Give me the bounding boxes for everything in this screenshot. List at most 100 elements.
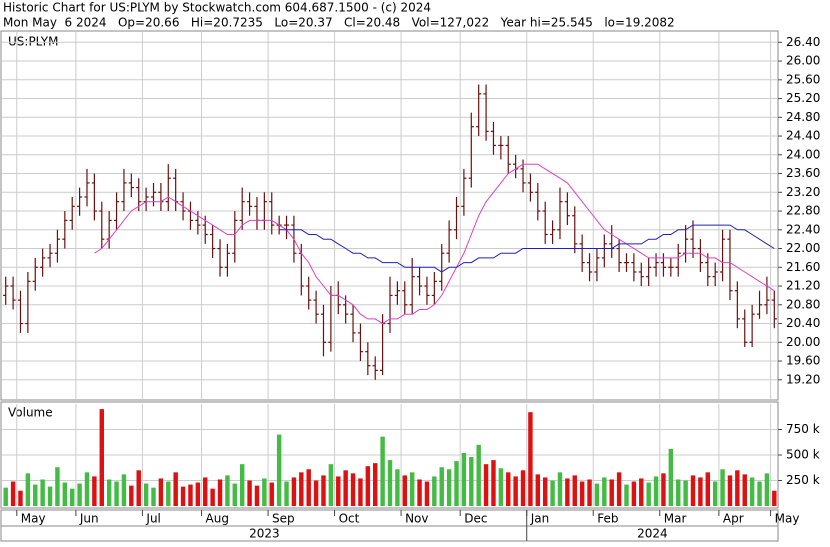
y-tick-label: 24.00 [786,147,820,161]
volume-bar [143,483,149,506]
x-tick-label: Oct [339,512,360,526]
volume-bar [639,478,644,506]
y-tick-label: 20.40 [786,316,820,330]
volume-bar [262,478,267,506]
volume-bar [121,474,127,506]
x-tick-label: Jul [145,512,160,526]
volume-bar [269,482,274,506]
y-tick-label: 23.20 [786,185,820,199]
x-tick-label: Jun [79,512,99,526]
volume-bar [254,485,260,506]
volume-bar [69,488,75,506]
volume-bar [483,464,489,506]
volume-bar [698,477,703,506]
volume-bar [284,481,289,506]
volume-bar [92,476,97,506]
volume-bar [432,476,437,506]
volume-bar [446,469,452,506]
volume-bar [520,470,526,506]
volume-bar [232,483,238,506]
volume-bar [402,475,407,506]
volume-bar [395,469,400,506]
x-tick-label: Mar [664,512,687,526]
volume-bar [513,476,518,506]
volume-bar [336,476,341,506]
volume-bar [609,479,614,506]
volume-bar [358,478,363,506]
y-tick-label: 21.60 [786,260,820,274]
volume-bar [114,481,119,506]
y-tick-label: 25.60 [786,72,820,86]
volume-tick-label: 500 k [786,448,820,462]
symbol-label: US:PLYM [8,35,58,49]
y-tick-label: 23.60 [786,166,820,180]
volume-bar [380,436,385,506]
volume-bar [742,474,747,506]
volume-bar [210,488,215,506]
volume-bar [299,472,304,506]
volume-bar [225,475,230,506]
volume-bar [328,464,334,506]
volume-bar [579,481,585,506]
volume-bar [350,473,356,506]
x-tick-label: Jan [530,512,550,526]
volume-bar [306,469,311,506]
volume-tick-label: 250 k [786,473,820,487]
volume-bar [55,467,60,506]
volume-bar [676,479,681,506]
volume-bar [690,475,696,506]
volume-bar [491,460,496,506]
x-tick-label: Aug [206,512,229,526]
x-tick-label: May [21,512,46,526]
volume-bar [454,461,459,506]
y-tick-label: 22.40 [786,222,820,236]
volume-bar [506,472,511,506]
volume-bar [129,485,134,506]
volume-bar [587,479,592,506]
volume-tick-label: 750 k [786,422,820,436]
volume-bar [409,472,415,506]
volume-bar [180,486,186,506]
volume-bar [498,468,504,506]
volume-bar [550,480,555,506]
volume-bar [84,472,90,506]
volume-bar [424,481,430,506]
volume-bar [565,478,570,506]
volume-bar [173,472,178,506]
y-tick-label: 25.20 [786,91,820,105]
volume-bar [136,470,141,506]
x-tick-label: Feb [597,512,618,526]
volume-bar [151,487,156,506]
volume-bar [757,481,762,506]
volume-bar [749,477,755,506]
price-panel [0,30,779,401]
volume-bar [47,486,53,506]
y-tick-label: 22.00 [786,241,820,255]
volume-bar [668,448,674,506]
volume-bar [631,481,637,506]
volume-bar [62,482,68,506]
volume-bar [313,480,319,506]
volume-bar [321,475,326,506]
y-tick-label: 24.80 [786,110,820,124]
volume-label: Volume [8,406,53,420]
volume-bar [764,473,770,506]
volume-bar [25,473,31,506]
volume-bar [594,483,600,506]
volume-bar [195,482,201,506]
volume-bar [106,479,112,506]
moving-average [94,163,775,325]
y-tick-label: 19.20 [786,372,820,386]
moving-average [279,224,775,273]
volume-bar [166,481,171,506]
volume-bar [439,467,444,506]
volume-bar [735,470,740,506]
volume-bar [33,484,38,506]
volume-bar [373,463,378,506]
y-tick-label: 22.80 [786,204,820,218]
volume-bar [365,466,371,506]
volume-bar [247,480,252,506]
volume-bar [727,475,733,506]
